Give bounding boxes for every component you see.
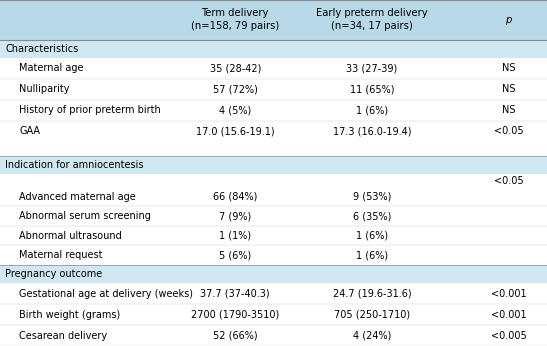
FancyBboxPatch shape <box>0 226 547 245</box>
Text: 66 (84%): 66 (84%) <box>213 192 258 202</box>
Text: 35 (28-42): 35 (28-42) <box>210 64 261 73</box>
Text: 9 (53%): 9 (53%) <box>353 192 391 202</box>
Text: p: p <box>505 15 512 25</box>
Text: Abnormal serum screening: Abnormal serum screening <box>19 211 151 221</box>
Text: 1 (6%): 1 (6%) <box>356 231 388 241</box>
Text: 17.3 (16.0-19.4): 17.3 (16.0-19.4) <box>333 127 411 136</box>
Text: Abnormal ultrasound: Abnormal ultrasound <box>19 231 122 241</box>
Text: <0.001: <0.001 <box>491 289 527 299</box>
FancyBboxPatch shape <box>0 142 547 156</box>
Text: Gestational age at delivery (weeks): Gestational age at delivery (weeks) <box>19 289 193 299</box>
FancyBboxPatch shape <box>0 0 547 40</box>
Text: Early preterm delivery
(n=34, 17 pairs): Early preterm delivery (n=34, 17 pairs) <box>316 9 428 31</box>
FancyBboxPatch shape <box>0 100 547 121</box>
FancyBboxPatch shape <box>0 245 547 265</box>
Text: 52 (66%): 52 (66%) <box>213 330 258 340</box>
Text: 37.7 (37-40.3): 37.7 (37-40.3) <box>200 289 270 299</box>
Text: <0.05: <0.05 <box>494 175 523 185</box>
Text: Characteristics: Characteristics <box>5 44 79 54</box>
FancyBboxPatch shape <box>0 304 547 325</box>
Text: 2700 (1790-3510): 2700 (1790-3510) <box>191 310 280 319</box>
FancyBboxPatch shape <box>0 79 547 100</box>
Text: Nulliparity: Nulliparity <box>19 84 69 94</box>
Text: Pregnancy outcome: Pregnancy outcome <box>5 269 103 279</box>
Text: 17.0 (15.6-19.1): 17.0 (15.6-19.1) <box>196 127 275 136</box>
Text: NS: NS <box>502 84 515 94</box>
Text: 1 (6%): 1 (6%) <box>356 250 388 260</box>
Text: GAA: GAA <box>19 127 40 136</box>
FancyBboxPatch shape <box>0 207 547 226</box>
Text: <0.05: <0.05 <box>494 127 523 136</box>
FancyBboxPatch shape <box>0 265 547 283</box>
Text: Cesarean delivery: Cesarean delivery <box>19 330 107 340</box>
Text: <0.005: <0.005 <box>491 330 527 340</box>
Text: NS: NS <box>502 106 515 116</box>
Text: 4 (5%): 4 (5%) <box>219 106 251 116</box>
Text: Advanced maternal age: Advanced maternal age <box>19 192 136 202</box>
Text: 6 (35%): 6 (35%) <box>353 211 391 221</box>
Text: 24.7 (19.6-31.6): 24.7 (19.6-31.6) <box>333 289 411 299</box>
FancyBboxPatch shape <box>0 156 547 174</box>
Text: 5 (6%): 5 (6%) <box>219 250 251 260</box>
FancyBboxPatch shape <box>0 121 547 142</box>
Text: <0.001: <0.001 <box>491 310 527 319</box>
Text: Term delivery
(n=158, 79 pairs): Term delivery (n=158, 79 pairs) <box>191 9 280 31</box>
Text: Birth weight (grams): Birth weight (grams) <box>19 310 120 319</box>
Text: 1 (1%): 1 (1%) <box>219 231 251 241</box>
Text: 4 (24%): 4 (24%) <box>353 330 391 340</box>
FancyBboxPatch shape <box>0 187 547 207</box>
FancyBboxPatch shape <box>0 40 547 58</box>
Text: History of prior preterm birth: History of prior preterm birth <box>19 106 161 116</box>
FancyBboxPatch shape <box>0 325 547 346</box>
Text: Maternal age: Maternal age <box>19 64 84 73</box>
Text: Indication for amniocentesis: Indication for amniocentesis <box>5 160 144 170</box>
Text: NS: NS <box>502 64 515 73</box>
Text: 1 (6%): 1 (6%) <box>356 106 388 116</box>
FancyBboxPatch shape <box>0 174 547 187</box>
FancyBboxPatch shape <box>0 283 547 304</box>
Text: 11 (65%): 11 (65%) <box>350 84 394 94</box>
Text: 705 (250-1710): 705 (250-1710) <box>334 310 410 319</box>
Text: 7 (9%): 7 (9%) <box>219 211 251 221</box>
Text: 33 (27-39): 33 (27-39) <box>346 64 398 73</box>
FancyBboxPatch shape <box>0 58 547 79</box>
Text: 57 (72%): 57 (72%) <box>213 84 258 94</box>
Text: Maternal request: Maternal request <box>19 250 103 260</box>
